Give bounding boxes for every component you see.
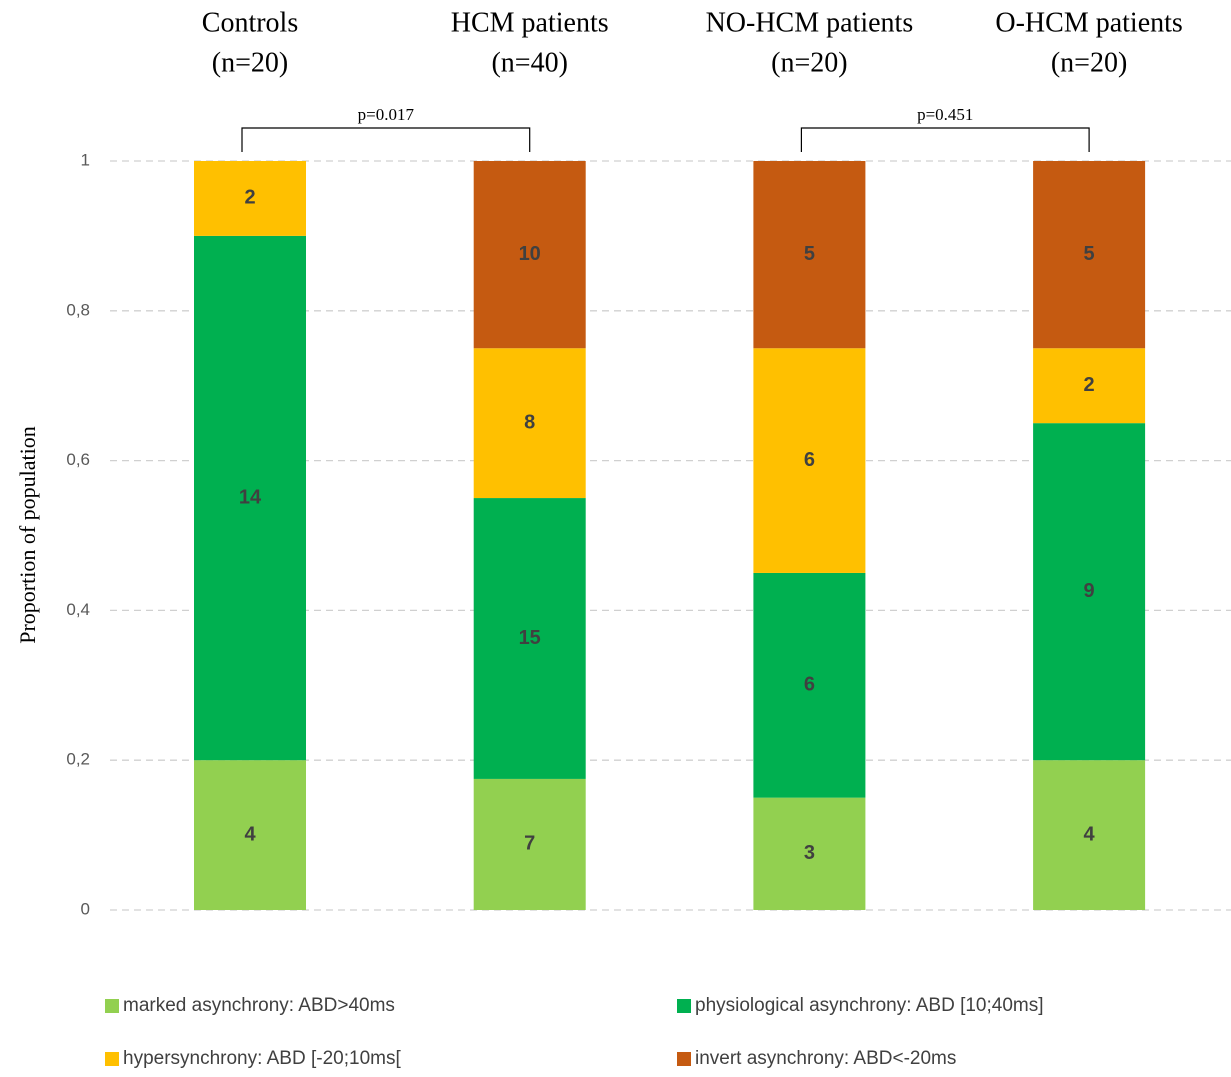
significance-bracket: [800, 127, 1090, 152]
data-label: 9: [1084, 580, 1095, 602]
bar-segment: [1033, 348, 1146, 424]
p-value: p=0.451: [917, 105, 973, 124]
data-label: 10: [519, 243, 541, 265]
data-label: 5: [1084, 243, 1095, 265]
data-label: 15: [519, 627, 541, 649]
data-label: 3: [804, 842, 815, 864]
category-sublabel: (n=20): [1051, 47, 1127, 78]
bar-segment: [753, 348, 866, 573]
y-tick-label: 0: [81, 899, 90, 918]
data-label: 4: [244, 823, 256, 845]
y-tick-label: 1: [81, 150, 90, 169]
bar-segment: [473, 778, 586, 910]
legend-label: physiological asynchrony: ABD [10;40ms]: [695, 995, 1044, 1016]
bar-segment: [1033, 760, 1146, 910]
bar-segment: [473, 348, 586, 499]
y-tick-label: 0,6: [66, 450, 90, 469]
bar-segment: [1033, 161, 1146, 349]
legend-swatch: [105, 999, 119, 1013]
legend-label: hypersynchrony: ABD [-20;10ms[: [123, 1048, 401, 1069]
bar-segment: [473, 161, 586, 349]
data-label: 2: [244, 187, 255, 209]
bar-segment: [194, 760, 306, 910]
bar-segment: [194, 235, 306, 761]
bar-segment: [753, 161, 866, 349]
legend-swatch: [677, 1052, 691, 1066]
y-tick-label: 0,4: [66, 600, 90, 619]
legend-swatch: [677, 999, 691, 1013]
bar-segment: [473, 498, 586, 779]
data-label: 6: [804, 674, 815, 696]
y-axis-label: Proportion of population: [15, 426, 40, 644]
legend-label: invert asynchrony: ABD<-20ms: [695, 1048, 956, 1069]
category-label: Controls: [202, 7, 298, 38]
category-label: HCM patients: [451, 7, 609, 38]
bar-segment: [1033, 423, 1146, 761]
data-label: 14: [239, 486, 262, 508]
data-label: 2: [1084, 374, 1095, 396]
data-label: 5: [804, 243, 815, 265]
y-tick-label: 0,2: [66, 750, 90, 769]
y-tick-label: 0,8: [66, 300, 90, 319]
data-label: 6: [804, 449, 815, 471]
significance-bracket: [241, 127, 531, 152]
bar-segment: [753, 572, 866, 798]
bar-segment: [194, 161, 306, 236]
category-label: O-HCM patients: [995, 7, 1182, 38]
category-label: NO-HCM patients: [706, 7, 914, 38]
legend-label: marked asynchrony: ABD>40ms: [123, 995, 395, 1016]
p-value: p=0.017: [358, 105, 415, 124]
data-label: 4: [1084, 823, 1096, 845]
data-label: 8: [524, 411, 535, 433]
category-sublabel: (n=20): [771, 47, 847, 78]
bar-segment: [753, 797, 866, 910]
legend-swatch: [105, 1052, 119, 1066]
category-sublabel: (n=20): [212, 47, 288, 78]
data-label: 7: [524, 833, 535, 855]
category-sublabel: (n=40): [491, 47, 567, 78]
